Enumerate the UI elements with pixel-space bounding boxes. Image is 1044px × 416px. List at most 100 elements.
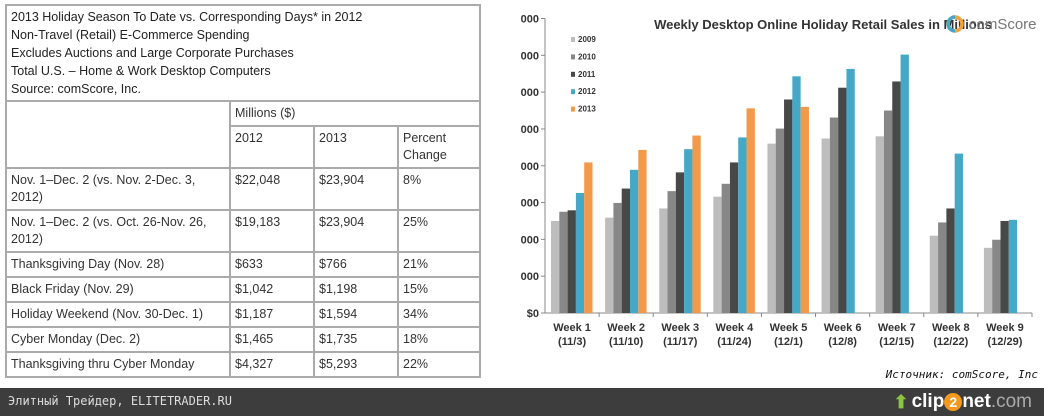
x-tick-label: Week 6 bbox=[824, 322, 862, 334]
bar-2011 bbox=[729, 162, 739, 313]
table-row: Thanksgiving thru Cyber Monday $4,327 $5,2… bbox=[5, 351, 481, 378]
comscore-logo: comScore bbox=[946, 15, 1037, 33]
bar-2012 bbox=[846, 68, 855, 313]
x-tick-label: Week 1 bbox=[553, 322, 591, 334]
bar-2011 bbox=[1000, 220, 1009, 313]
x-tick-sublabel: (11/24) bbox=[717, 336, 752, 348]
bar-2012 bbox=[575, 192, 585, 313]
cell-v2012: $1,187 bbox=[229, 301, 315, 328]
cell-label: Cyber Monday (Dec. 2) bbox=[5, 326, 231, 353]
bar-2009 bbox=[875, 136, 884, 313]
cell-pct: 15% bbox=[397, 276, 481, 303]
cell-v2013: $5,293 bbox=[313, 351, 399, 378]
x-tick-sublabel: (12/15) bbox=[879, 336, 914, 348]
bar-2010 bbox=[883, 110, 893, 313]
sales-table: 2013 Holiday Season To Date vs. Correspo… bbox=[5, 4, 481, 378]
table-row: Cyber Monday (Dec. 2) $1,465 $1,735 18% bbox=[5, 326, 481, 353]
bar-2009 bbox=[983, 247, 993, 313]
legend-label: 2013 bbox=[578, 105, 596, 114]
header-line: Total U.S. – Home & Work Desktop Compute… bbox=[11, 64, 271, 78]
x-tick-sublabel: (12/8) bbox=[828, 336, 857, 348]
cell-v2013: $1,735 bbox=[313, 326, 399, 353]
cell-pct: 8% bbox=[397, 167, 481, 211]
cell-v2012: $1,042 bbox=[229, 276, 315, 303]
cell-pct: 25% bbox=[397, 209, 481, 253]
bar-2013 bbox=[746, 108, 755, 313]
header-line: Non-Travel (Retail) E-Commerce Spending bbox=[11, 28, 250, 42]
cell-v2012: $19,183 bbox=[229, 209, 315, 253]
bar-2009 bbox=[929, 235, 939, 313]
x-tick-sublabel: (12/1) bbox=[774, 336, 803, 348]
x-tick-sublabel: (11/17) bbox=[663, 336, 698, 348]
bar-2011 bbox=[892, 81, 901, 313]
bar-2012 bbox=[684, 149, 693, 313]
bar-2013 bbox=[638, 149, 647, 313]
x-tick-label: Week 2 bbox=[607, 322, 645, 334]
bar-2012 bbox=[792, 76, 801, 313]
col-header: Percent Change bbox=[397, 125, 481, 169]
header-line: Source: comScore, Inc. bbox=[11, 82, 141, 96]
bar-2011 bbox=[838, 87, 847, 314]
bar-2013 bbox=[584, 162, 593, 313]
cell-v2013: $23,904 bbox=[313, 209, 399, 253]
legend-label: 2009 bbox=[578, 35, 596, 44]
bar-2012 bbox=[738, 137, 747, 313]
table-row: Black Friday (Nov. 29) $1,042 $1,198 15% bbox=[5, 276, 481, 303]
bar-2013 bbox=[692, 135, 701, 313]
bar-2011 bbox=[784, 99, 793, 313]
legend-swatch bbox=[571, 71, 575, 77]
x-tick-sublabel: (12/29) bbox=[988, 336, 1023, 348]
bar-2009 bbox=[713, 196, 722, 313]
col-header: 2012 bbox=[229, 125, 315, 169]
y-tick-label: $8,000 bbox=[520, 14, 539, 26]
table-row: Thanksgiving Day (Nov. 28) $633 $766 21% bbox=[5, 251, 481, 278]
legend-label: 2011 bbox=[578, 70, 596, 79]
empty-corner bbox=[5, 100, 231, 169]
bar-2009 bbox=[821, 138, 830, 313]
bar-2010 bbox=[721, 183, 730, 313]
cell-pct: 22% bbox=[397, 351, 481, 378]
cell-v2012: $1,465 bbox=[229, 326, 315, 353]
x-tick-label: Week 8 bbox=[932, 322, 970, 334]
cell-v2013: $23,904 bbox=[313, 167, 399, 211]
cell-v2012: $4,327 bbox=[229, 351, 315, 378]
y-tick-label: $6,000 bbox=[520, 87, 539, 99]
x-tick-sublabel: (11/10) bbox=[609, 336, 644, 348]
y-tick-label: $0 bbox=[527, 308, 539, 320]
cell-v2013: $1,594 bbox=[313, 301, 399, 328]
bar-2012 bbox=[954, 153, 963, 313]
table-row: Holiday Weekend (Nov. 30-Dec. 1) $1,187 $1… bbox=[5, 301, 481, 328]
legend-label: 2012 bbox=[578, 87, 596, 96]
x-tick-label: Week 4 bbox=[716, 322, 755, 334]
cell-pct: 18% bbox=[397, 326, 481, 353]
cell-v2012: $633 bbox=[229, 251, 315, 278]
legend-swatch bbox=[571, 37, 575, 42]
bar-2011 bbox=[675, 172, 685, 313]
bar-2011 bbox=[621, 188, 631, 313]
bar-2010 bbox=[938, 222, 947, 313]
bar-2012 bbox=[900, 54, 909, 314]
bar-2010 bbox=[559, 211, 568, 313]
clip2net-logo: ⬆ clip 2 net.com bbox=[893, 391, 1032, 412]
cell-label: Nov. 1–Dec. 2 (vs. Nov. 2-Dec. 3, 2012) bbox=[5, 167, 231, 211]
y-tick-label: $2,000 bbox=[520, 234, 539, 246]
bar-2011 bbox=[567, 210, 576, 313]
x-tick-label: Week 7 bbox=[878, 322, 916, 334]
cell-label: Holiday Weekend (Nov. 30-Dec. 1) bbox=[5, 301, 231, 328]
x-tick-sublabel: (12/22) bbox=[933, 336, 968, 348]
footer-site-name: Элитный Трейдер, ELITETRADER.RU bbox=[8, 394, 232, 408]
bar-2010 bbox=[613, 202, 622, 313]
table-row: Nov. 1–Dec. 2 (vs. Oct. 26-Nov. 26, 2012… bbox=[5, 209, 481, 253]
legend-swatch bbox=[571, 54, 575, 60]
bar-2013 bbox=[800, 106, 809, 313]
cell-v2013: $1,198 bbox=[313, 276, 399, 303]
upload-arrow-icon: ⬆ bbox=[893, 391, 909, 412]
comscore-logo-text: comScore bbox=[969, 16, 1037, 33]
cell-label: Black Friday (Nov. 29) bbox=[5, 276, 231, 303]
x-tick-sublabel: (11/3) bbox=[558, 336, 586, 348]
bar-2009 bbox=[767, 143, 776, 313]
cell-v2013: $766 bbox=[313, 251, 399, 278]
legend-swatch bbox=[571, 106, 575, 112]
legend-swatch bbox=[571, 89, 575, 95]
group-header: Millions ($) bbox=[229, 100, 481, 127]
